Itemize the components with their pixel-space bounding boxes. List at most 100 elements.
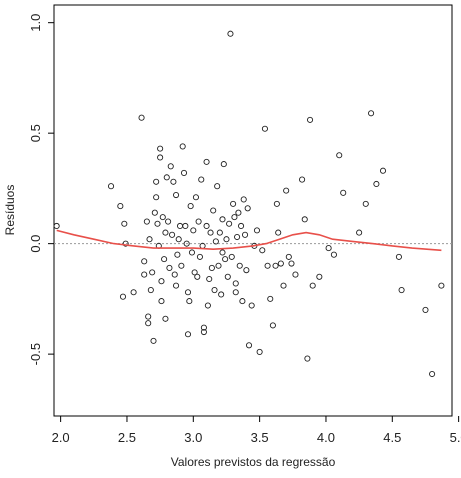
x-tick-label: 3.0 xyxy=(184,430,202,445)
residual-point xyxy=(253,227,261,234)
residual-point xyxy=(256,348,263,355)
residual-point xyxy=(173,191,180,199)
residual-point xyxy=(151,209,158,216)
residual-point xyxy=(122,240,129,247)
residual-point xyxy=(273,200,280,207)
residual-point xyxy=(292,271,299,278)
residual-point xyxy=(238,222,245,230)
residual-point xyxy=(178,262,185,269)
residual-point xyxy=(194,273,201,280)
residual-point xyxy=(330,251,337,258)
residual-point xyxy=(340,189,347,196)
residual-point xyxy=(373,180,380,188)
residual-point xyxy=(153,178,160,185)
x-tick-label: 4.5 xyxy=(383,430,401,445)
residual-point xyxy=(220,161,227,168)
residual-point xyxy=(267,295,274,302)
residual-point xyxy=(240,196,247,203)
y-tick-label: -0.5 xyxy=(28,343,43,365)
residual-point xyxy=(196,253,203,260)
residual-point xyxy=(280,282,287,289)
residual-point xyxy=(146,236,153,243)
residual-point xyxy=(234,233,241,241)
residual-point xyxy=(272,262,279,269)
residual-point xyxy=(190,227,197,234)
residual-point xyxy=(149,269,156,276)
residual-point xyxy=(200,324,207,331)
y-tick-label: 0.0 xyxy=(28,235,43,253)
residual-point xyxy=(362,200,369,207)
residual-point xyxy=(232,289,239,296)
residual-point xyxy=(227,30,234,37)
residual-point xyxy=(275,229,282,236)
residual-point xyxy=(176,222,184,230)
residual-point xyxy=(259,247,266,254)
residual-point xyxy=(316,273,323,280)
smooth-curve xyxy=(56,229,442,252)
residual-point xyxy=(206,275,213,283)
residual-point xyxy=(169,231,176,238)
residual-point xyxy=(162,315,169,322)
residual-point xyxy=(183,240,190,247)
residual-point xyxy=(130,289,137,296)
residual-point xyxy=(184,331,192,338)
residual-point xyxy=(175,236,182,243)
residual-point xyxy=(215,262,222,269)
residual-point xyxy=(161,256,168,263)
residual-point xyxy=(219,216,226,223)
residual-point xyxy=(283,187,290,194)
residual-point xyxy=(223,236,230,243)
residual-point xyxy=(325,245,332,252)
points-layer xyxy=(53,30,445,378)
residual-point xyxy=(226,220,233,227)
residual-point xyxy=(241,231,249,238)
residual-point xyxy=(143,218,150,225)
residual-point xyxy=(218,291,225,298)
residual-point xyxy=(248,302,255,309)
residual-point xyxy=(154,220,161,227)
x-tick-label: 2.0 xyxy=(52,430,70,445)
residual-point xyxy=(147,286,154,294)
residual-point xyxy=(306,116,314,123)
residual-point xyxy=(174,251,181,258)
residual-point xyxy=(211,286,218,294)
residual-point xyxy=(204,302,211,309)
residual-point xyxy=(232,280,239,287)
residual-point xyxy=(395,253,402,260)
residual-point xyxy=(203,158,210,165)
residual-point xyxy=(356,229,363,236)
residual-point xyxy=(145,320,152,327)
residual-point xyxy=(309,282,316,289)
residual-point xyxy=(173,282,180,289)
x-tick-label: 3.5 xyxy=(251,430,269,445)
residual-point xyxy=(198,176,205,183)
residual-point xyxy=(216,229,223,236)
residual-point xyxy=(219,249,226,256)
residual-point xyxy=(261,125,268,132)
residual-point xyxy=(429,370,436,378)
residual-point xyxy=(422,306,429,313)
residual-point xyxy=(157,145,164,152)
residual-point xyxy=(438,282,445,289)
residual-point xyxy=(179,143,186,150)
residual-point xyxy=(285,253,292,260)
residual-point xyxy=(368,110,375,117)
residual-point xyxy=(264,262,271,269)
residual-point xyxy=(230,200,237,207)
residual-point xyxy=(166,264,173,272)
residual-point xyxy=(228,253,235,260)
x-axis: 2.0 2.5 3.0 3.5 4.0 4.5 5.0 xyxy=(52,416,461,445)
residual-point xyxy=(107,183,115,190)
residual-point xyxy=(117,203,124,210)
residual-point xyxy=(158,298,165,305)
residual-point xyxy=(150,337,157,344)
residual-point xyxy=(195,218,202,225)
residual-point xyxy=(188,249,196,256)
residual-point xyxy=(138,114,145,121)
residual-point xyxy=(214,183,221,190)
x-tick-label: 4.0 xyxy=(317,430,335,445)
residual-point xyxy=(208,264,215,272)
residual-point xyxy=(336,152,343,159)
residual-point xyxy=(159,214,166,221)
residual-point xyxy=(187,203,194,210)
